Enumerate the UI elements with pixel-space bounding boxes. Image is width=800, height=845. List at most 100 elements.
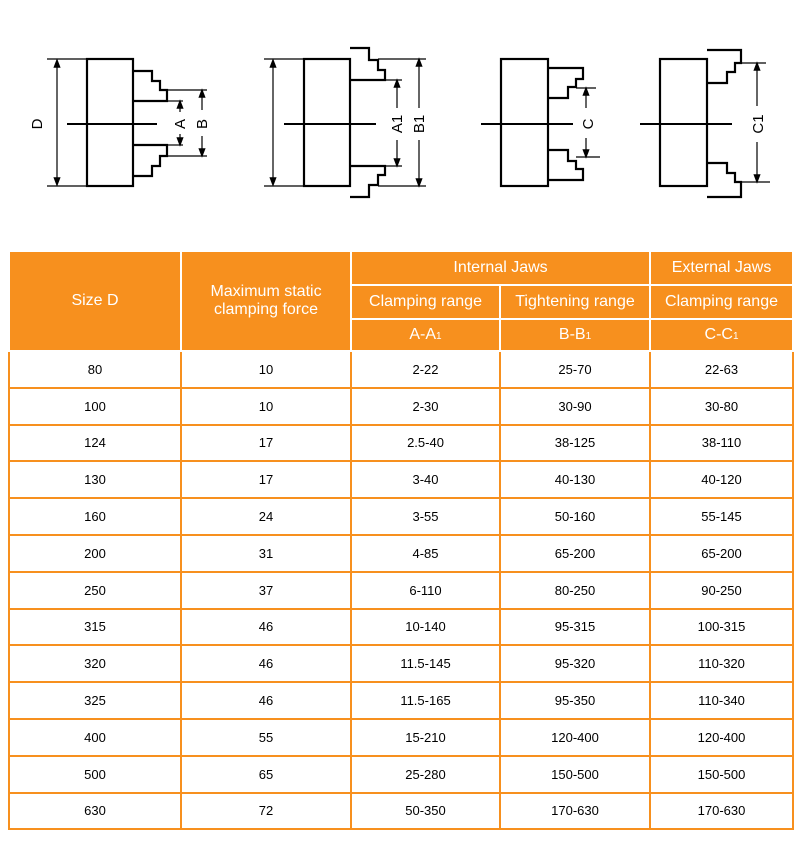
label-a: A — [172, 119, 189, 129]
cell-c-c1: 90-250 — [649, 570, 795, 610]
cell-c-c1: 150-500 — [649, 754, 795, 794]
cell-a-a1: 50-350 — [350, 791, 501, 831]
cell-size: 200 — [8, 533, 182, 573]
cell-b-b1: 65-200 — [498, 533, 652, 573]
cell-a-a1: 2.5-40 — [350, 423, 501, 463]
cell-b-b1: 40-130 — [498, 460, 652, 500]
cell-a-a1: 2-30 — [350, 386, 501, 426]
label-c: C — [580, 118, 597, 129]
cell-b-b1: 95-350 — [498, 681, 652, 720]
cell-size: 124 — [8, 423, 182, 463]
cell-a-a1: 10-140 — [350, 607, 501, 647]
header-tightening-range: Tightening range — [498, 284, 652, 320]
cell-size: 160 — [8, 497, 182, 536]
cell-a-a1: 3-55 — [350, 497, 501, 536]
table-row: 400 55 15-210 120-400 120-400 — [8, 717, 795, 757]
cell-c-c1: 110-340 — [649, 681, 795, 720]
table-row: 80 10 2-22 25-70 22-63 — [8, 350, 795, 389]
header-c-c1: C-C1 — [649, 318, 795, 352]
cell-c-c1: 100-315 — [649, 607, 795, 647]
cell-size: 630 — [8, 791, 182, 831]
cell-force: 10 — [180, 386, 352, 426]
cell-b-b1: 50-160 — [498, 497, 652, 536]
cell-c-c1: 40-120 — [649, 460, 795, 500]
cell-c-c1: 120-400 — [649, 717, 795, 757]
table-row: 630 72 50-350 170-630 170-630 — [8, 791, 795, 831]
diagram-external-jaws-c1 — [658, 48, 743, 199]
cell-force: 55 — [180, 717, 352, 757]
chuck-spec-table: Size D Maximum static clamping force Int… — [8, 250, 795, 831]
cell-a-a1: 15-210 — [350, 717, 501, 757]
header-clamping-range: Clamping range — [350, 284, 501, 320]
cell-c-c1: 55-145 — [649, 497, 795, 536]
cell-a-a1: 2-22 — [350, 350, 501, 389]
cell-force: 65 — [180, 754, 352, 794]
chuck-dimension-diagrams: D A B A1 B1 C C1 — [29, 46, 770, 199]
cell-size: 315 — [8, 607, 182, 647]
header-external-jaws: External Jaws — [649, 250, 795, 286]
cell-a-a1: 6-110 — [350, 570, 501, 610]
diagram-internal-jaws-a1 — [302, 46, 387, 199]
cell-size: 325 — [8, 681, 182, 720]
cell-force: 46 — [180, 644, 352, 684]
cell-b-b1: 150-500 — [498, 754, 652, 794]
table-row: 160 24 3-55 50-160 55-145 — [8, 497, 795, 536]
header-size-d: Size D — [8, 250, 182, 352]
cell-force: 46 — [180, 607, 352, 647]
cell-b-b1: 170-630 — [498, 791, 652, 831]
cell-c-c1: 65-200 — [649, 533, 795, 573]
table-row: 124 17 2.5-40 38-125 38-110 — [8, 423, 795, 463]
cell-force: 37 — [180, 570, 352, 610]
cell-size: 80 — [8, 350, 182, 389]
cell-a-a1: 4-85 — [350, 533, 501, 573]
diagram-internal-jaws-a — [85, 57, 169, 188]
diagram-external-jaws-c — [499, 57, 585, 188]
cell-b-b1: 30-90 — [498, 386, 652, 426]
diagram-external-jaws-c1-dims — [640, 61, 770, 184]
label-d: D — [29, 118, 46, 129]
cell-b-b1: 38-125 — [498, 423, 652, 463]
cell-c-c1: 30-80 — [649, 386, 795, 426]
cell-size: 320 — [8, 644, 182, 684]
cell-b-b1: 80-250 — [498, 570, 652, 610]
table-row: 500 65 25-280 150-500 150-500 — [8, 754, 795, 794]
cell-force: 10 — [180, 350, 352, 389]
label-b1: B1 — [411, 115, 428, 133]
cell-c-c1: 22-63 — [649, 350, 795, 389]
cell-a-a1: 3-40 — [350, 460, 501, 500]
cell-force: 17 — [180, 460, 352, 500]
cell-force: 24 — [180, 497, 352, 536]
table-row: 100 10 2-30 30-90 30-80 — [8, 386, 795, 426]
cell-size: 250 — [8, 570, 182, 610]
label-a1: A1 — [389, 115, 406, 133]
cell-force: 46 — [180, 681, 352, 720]
diagram-external-jaws-c-dims — [481, 86, 600, 159]
label-c1: C1 — [750, 114, 767, 133]
label-b: B — [194, 119, 211, 129]
cell-size: 500 — [8, 754, 182, 794]
cell-force: 31 — [180, 533, 352, 573]
table-row: 200 31 4-85 65-200 65-200 — [8, 533, 795, 573]
table-row: 320 46 11.5-145 95-320 110-320 — [8, 644, 795, 684]
table-row: 130 17 3-40 40-130 40-120 — [8, 460, 795, 500]
header-external-clamping-range: Clamping range — [649, 284, 795, 320]
cell-b-b1: 25-70 — [498, 350, 652, 389]
cell-size: 100 — [8, 386, 182, 426]
cell-c-c1: 110-320 — [649, 644, 795, 684]
cell-c-c1: 170-630 — [649, 791, 795, 831]
cell-size: 400 — [8, 717, 182, 757]
cell-b-b1: 95-320 — [498, 644, 652, 684]
cell-size: 130 — [8, 460, 182, 500]
cell-b-b1: 120-400 — [498, 717, 652, 757]
cell-c-c1: 38-110 — [649, 423, 795, 463]
header-internal-jaws: Internal Jaws — [349, 250, 652, 286]
header-b-b1: B-B1 — [498, 318, 652, 352]
cell-a-a1: 11.5-145 — [350, 644, 501, 684]
header-max-force: Maximum static clamping force — [180, 250, 352, 352]
table-row: 250 37 6-110 80-250 90-250 — [8, 570, 795, 610]
table-row: 315 46 10-140 95-315 100-315 — [8, 607, 795, 647]
cell-force: 72 — [180, 791, 352, 831]
cell-a-a1: 11.5-165 — [350, 681, 501, 720]
cell-b-b1: 95-315 — [498, 607, 652, 647]
diagram-internal-jaws-a-dims — [47, 58, 207, 187]
